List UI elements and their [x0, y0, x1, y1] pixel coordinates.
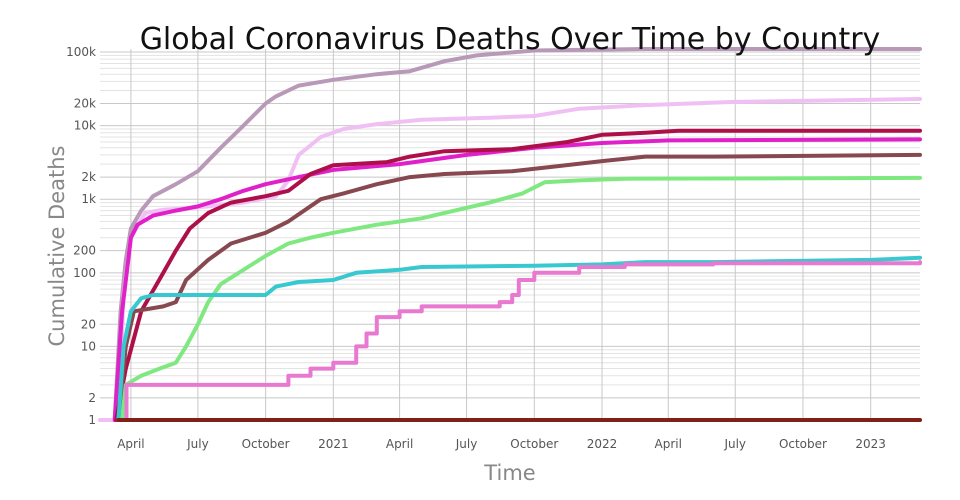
- x-tick-label: April: [655, 437, 682, 451]
- y-tick-label: 2: [88, 391, 96, 405]
- y-tick-label: 20: [81, 317, 96, 331]
- series-group: [98, 47, 922, 422]
- series-line-8: [123, 260, 922, 422]
- y-axis-ticks: 1 2 10 20 100 200 1k 2k 10k 20k 100k: [66, 45, 96, 427]
- series-line-3: [112, 137, 922, 422]
- series-line-4: [114, 128, 922, 422]
- x-tick-label: 2021: [318, 437, 349, 451]
- series-line-7: [116, 255, 922, 422]
- x-tick-label: 2023: [855, 437, 886, 451]
- y-tick-label: 10: [81, 339, 96, 353]
- x-tick-label: 2022: [587, 437, 618, 451]
- y-tick-label: 100: [73, 266, 96, 280]
- grid: [100, 49, 920, 421]
- y-tick-label: 200: [73, 244, 96, 258]
- x-tick-label: July: [186, 437, 209, 451]
- x-tick-label: July: [455, 437, 478, 451]
- y-tick-label: 10k: [74, 119, 96, 133]
- x-axis-title: Time: [483, 461, 535, 485]
- x-tick-label: April: [117, 437, 144, 451]
- x-tick-label: October: [242, 437, 290, 451]
- y-tick-label: 1: [88, 413, 96, 427]
- x-tick-label: October: [510, 437, 558, 451]
- x-tick-label: April: [386, 437, 413, 451]
- series-line-1: [112, 47, 922, 422]
- x-tick-label: October: [779, 437, 827, 451]
- y-axis-title: Cumulative Deaths: [45, 146, 69, 347]
- y-tick-label: 20k: [74, 96, 96, 110]
- x-axis-ticks: April July October 2021 April July October 2022…: [117, 437, 886, 451]
- series-line-6: [120, 175, 922, 422]
- chart-title: Global Coronavirus Deaths Over Time by C…: [140, 22, 881, 57]
- y-tick-label: 2k: [81, 170, 96, 184]
- series-line-5: [116, 152, 922, 422]
- x-tick-label: July: [723, 437, 746, 451]
- y-tick-label: 100k: [66, 45, 96, 59]
- y-tick-label: 1k: [81, 192, 96, 206]
